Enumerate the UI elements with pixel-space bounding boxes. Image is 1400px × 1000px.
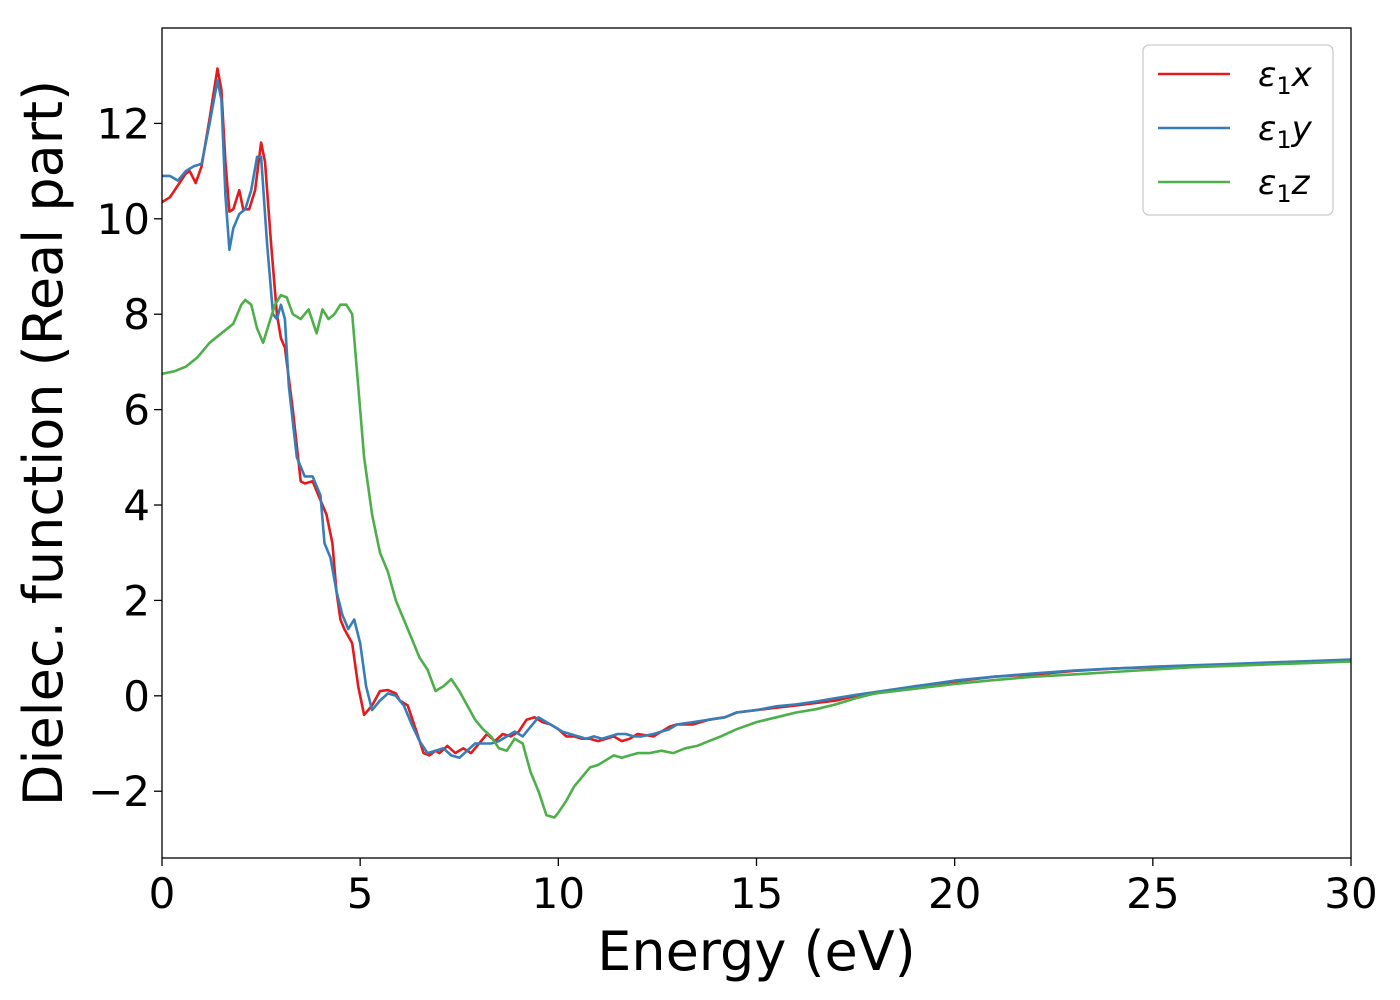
ticks-layer: 0 5 10 15 20 25 30 −2 0 2 4 6 8 10 12 (88, 99, 1378, 918)
y-tick-label: 10 (97, 195, 150, 244)
x-tick-label: 0 (149, 869, 176, 918)
y-tick-label: 0 (123, 672, 150, 721)
x-tick-label: 30 (1324, 869, 1377, 918)
legend-label-3: ε1z (1258, 163, 1311, 208)
y-tick-label: 12 (97, 99, 150, 148)
x-tick-label: 25 (1126, 869, 1179, 918)
x-tick-label: 20 (928, 869, 981, 918)
y-tick-label: 4 (123, 481, 150, 530)
x-tick-label: 5 (347, 869, 374, 918)
legend-label-1: ε1x (1258, 55, 1313, 100)
legend-box (1142, 44, 1334, 216)
x-tick-label: 10 (532, 869, 585, 918)
y-tick-label: 8 (123, 290, 150, 339)
y-tick-label: 6 (123, 386, 150, 435)
series-layer (162, 67, 1351, 819)
y-axis-title: Dielec. function (Real part) (12, 80, 75, 806)
series-line-2 (162, 79, 1351, 760)
legend: ε1x ε1y ε1z (1142, 44, 1334, 216)
y-tick-label: −2 (88, 767, 150, 816)
x-tick-label: 15 (730, 869, 783, 918)
legend-label-2: ε1y (1258, 109, 1313, 154)
series-line-3 (162, 293, 1351, 819)
x-axis-title: Energy (eV) (597, 920, 916, 983)
y-tick-label: 2 (123, 576, 150, 625)
